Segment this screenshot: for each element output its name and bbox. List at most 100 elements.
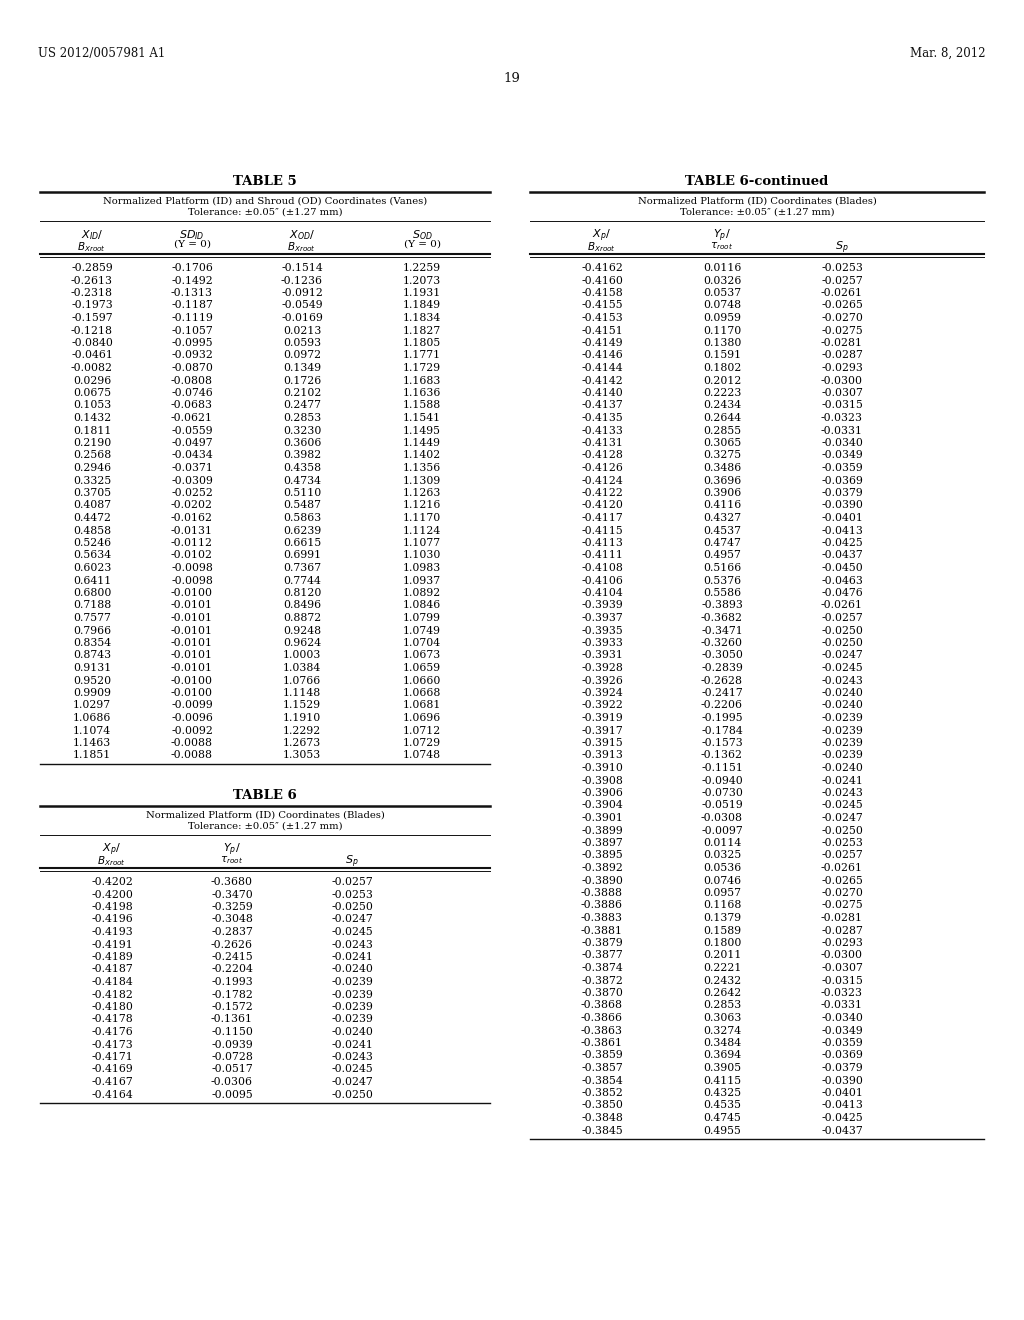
Text: -0.0239: -0.0239: [331, 977, 373, 987]
Text: -0.4122: -0.4122: [581, 488, 623, 498]
Text: -0.3908: -0.3908: [581, 776, 623, 785]
Text: 1.1931: 1.1931: [402, 288, 441, 298]
Text: -0.0379: -0.0379: [821, 488, 863, 498]
Text: -0.0082: -0.0082: [71, 363, 113, 374]
Text: -0.3917: -0.3917: [582, 726, 623, 735]
Text: -0.0401: -0.0401: [821, 1088, 863, 1098]
Text: -0.0270: -0.0270: [821, 888, 863, 898]
Text: 0.3063: 0.3063: [702, 1012, 741, 1023]
Text: -0.0243: -0.0243: [331, 1052, 373, 1063]
Text: 1.0748: 1.0748: [402, 751, 441, 760]
Text: -0.0257: -0.0257: [331, 876, 373, 887]
Text: -0.0995: -0.0995: [171, 338, 213, 348]
Text: 0.9131: 0.9131: [73, 663, 112, 673]
Text: 0.3905: 0.3905: [702, 1063, 741, 1073]
Text: 1.0749: 1.0749: [403, 626, 441, 635]
Text: 0.4858: 0.4858: [73, 525, 111, 536]
Text: -0.0095: -0.0095: [211, 1089, 253, 1100]
Text: 0.4537: 0.4537: [703, 525, 741, 536]
Text: -0.4153: -0.4153: [582, 313, 623, 323]
Text: -0.0243: -0.0243: [331, 940, 373, 949]
Text: -0.0243: -0.0243: [821, 788, 863, 799]
Text: -0.0101: -0.0101: [171, 601, 213, 610]
Text: -0.4115: -0.4115: [582, 525, 623, 536]
Text: -0.1492: -0.1492: [171, 276, 213, 285]
Text: 1.0766: 1.0766: [283, 676, 322, 685]
Text: -0.3861: -0.3861: [581, 1038, 623, 1048]
Text: -0.0463: -0.0463: [821, 576, 863, 586]
Text: 0.0213: 0.0213: [283, 326, 322, 335]
Text: -0.4111: -0.4111: [581, 550, 623, 561]
Text: -0.4126: -0.4126: [581, 463, 623, 473]
Text: 0.2223: 0.2223: [702, 388, 741, 399]
Text: -0.4200: -0.4200: [91, 890, 133, 899]
Text: Mar. 8, 2012: Mar. 8, 2012: [910, 48, 986, 59]
Text: -0.0247: -0.0247: [331, 915, 373, 924]
Text: -0.3881: -0.3881: [581, 925, 623, 936]
Text: -0.0202: -0.0202: [171, 500, 213, 511]
Text: -0.0240: -0.0240: [331, 965, 373, 974]
Text: -0.0250: -0.0250: [821, 626, 863, 635]
Text: -0.0131: -0.0131: [171, 525, 213, 536]
Text: 0.4327: 0.4327: [702, 513, 741, 523]
Text: -0.0252: -0.0252: [171, 488, 213, 498]
Text: -0.0621: -0.0621: [171, 413, 213, 422]
Text: 0.9909: 0.9909: [73, 688, 111, 698]
Text: 0.1379: 0.1379: [702, 913, 741, 923]
Text: 0.3694: 0.3694: [702, 1051, 741, 1060]
Text: TABLE 6-continued: TABLE 6-continued: [685, 176, 828, 187]
Text: -0.0265: -0.0265: [821, 301, 863, 310]
Text: 0.1053: 0.1053: [73, 400, 112, 411]
Text: -0.3939: -0.3939: [582, 601, 623, 610]
Text: -0.0241: -0.0241: [331, 952, 373, 962]
Text: 0.2644: 0.2644: [702, 413, 741, 422]
Text: 1.1030: 1.1030: [402, 550, 441, 561]
Text: -0.1573: -0.1573: [701, 738, 742, 748]
Text: -0.2837: -0.2837: [211, 927, 253, 937]
Text: -0.0519: -0.0519: [701, 800, 742, 810]
Text: 1.1834: 1.1834: [402, 313, 441, 323]
Text: 0.2853: 0.2853: [283, 413, 322, 422]
Text: -0.3928: -0.3928: [581, 663, 623, 673]
Text: -0.0340: -0.0340: [821, 1012, 863, 1023]
Text: 1.1588: 1.1588: [402, 400, 441, 411]
Text: -0.0253: -0.0253: [331, 890, 373, 899]
Text: -0.0434: -0.0434: [171, 450, 213, 461]
Text: -0.0300: -0.0300: [821, 950, 863, 961]
Text: 0.5487: 0.5487: [283, 500, 321, 511]
Text: 0.0536: 0.0536: [702, 863, 741, 873]
Text: 1.0681: 1.0681: [402, 701, 441, 710]
Text: 0.0326: 0.0326: [702, 276, 741, 285]
Text: -0.0265: -0.0265: [821, 875, 863, 886]
Text: -0.0728: -0.0728: [211, 1052, 253, 1063]
Text: -0.0240: -0.0240: [821, 763, 863, 774]
Text: -0.0097: -0.0097: [701, 825, 742, 836]
Text: -0.0257: -0.0257: [821, 612, 863, 623]
Text: -0.0369: -0.0369: [821, 475, 863, 486]
Text: 0.0296: 0.0296: [73, 375, 112, 385]
Text: 1.1356: 1.1356: [402, 463, 441, 473]
Text: 0.4957: 0.4957: [703, 550, 741, 561]
Text: 1.1541: 1.1541: [402, 413, 441, 422]
Text: -0.0932: -0.0932: [171, 351, 213, 360]
Text: -0.1151: -0.1151: [701, 763, 743, 774]
Text: 0.0593: 0.0593: [283, 338, 322, 348]
Text: -0.3872: -0.3872: [581, 975, 623, 986]
Text: -0.0413: -0.0413: [821, 1101, 863, 1110]
Text: -0.4167: -0.4167: [91, 1077, 133, 1086]
Text: (Y = 0): (Y = 0): [403, 240, 440, 249]
Text: -0.3471: -0.3471: [701, 626, 742, 635]
Text: -0.0247: -0.0247: [821, 651, 863, 660]
Text: -0.1572: -0.1572: [211, 1002, 253, 1012]
Text: 1.2073: 1.2073: [402, 276, 441, 285]
Text: -0.0281: -0.0281: [821, 338, 863, 348]
Text: 0.2432: 0.2432: [702, 975, 741, 986]
Text: -0.0323: -0.0323: [821, 413, 863, 422]
Text: -0.3854: -0.3854: [582, 1076, 623, 1085]
Text: -0.0308: -0.0308: [701, 813, 743, 822]
Text: -0.3926: -0.3926: [581, 676, 623, 685]
Text: 0.6800: 0.6800: [73, 587, 112, 598]
Text: 0.7577: 0.7577: [73, 612, 111, 623]
Text: $\tau_{root}$: $\tau_{root}$: [220, 854, 244, 866]
Text: -0.4128: -0.4128: [581, 450, 623, 461]
